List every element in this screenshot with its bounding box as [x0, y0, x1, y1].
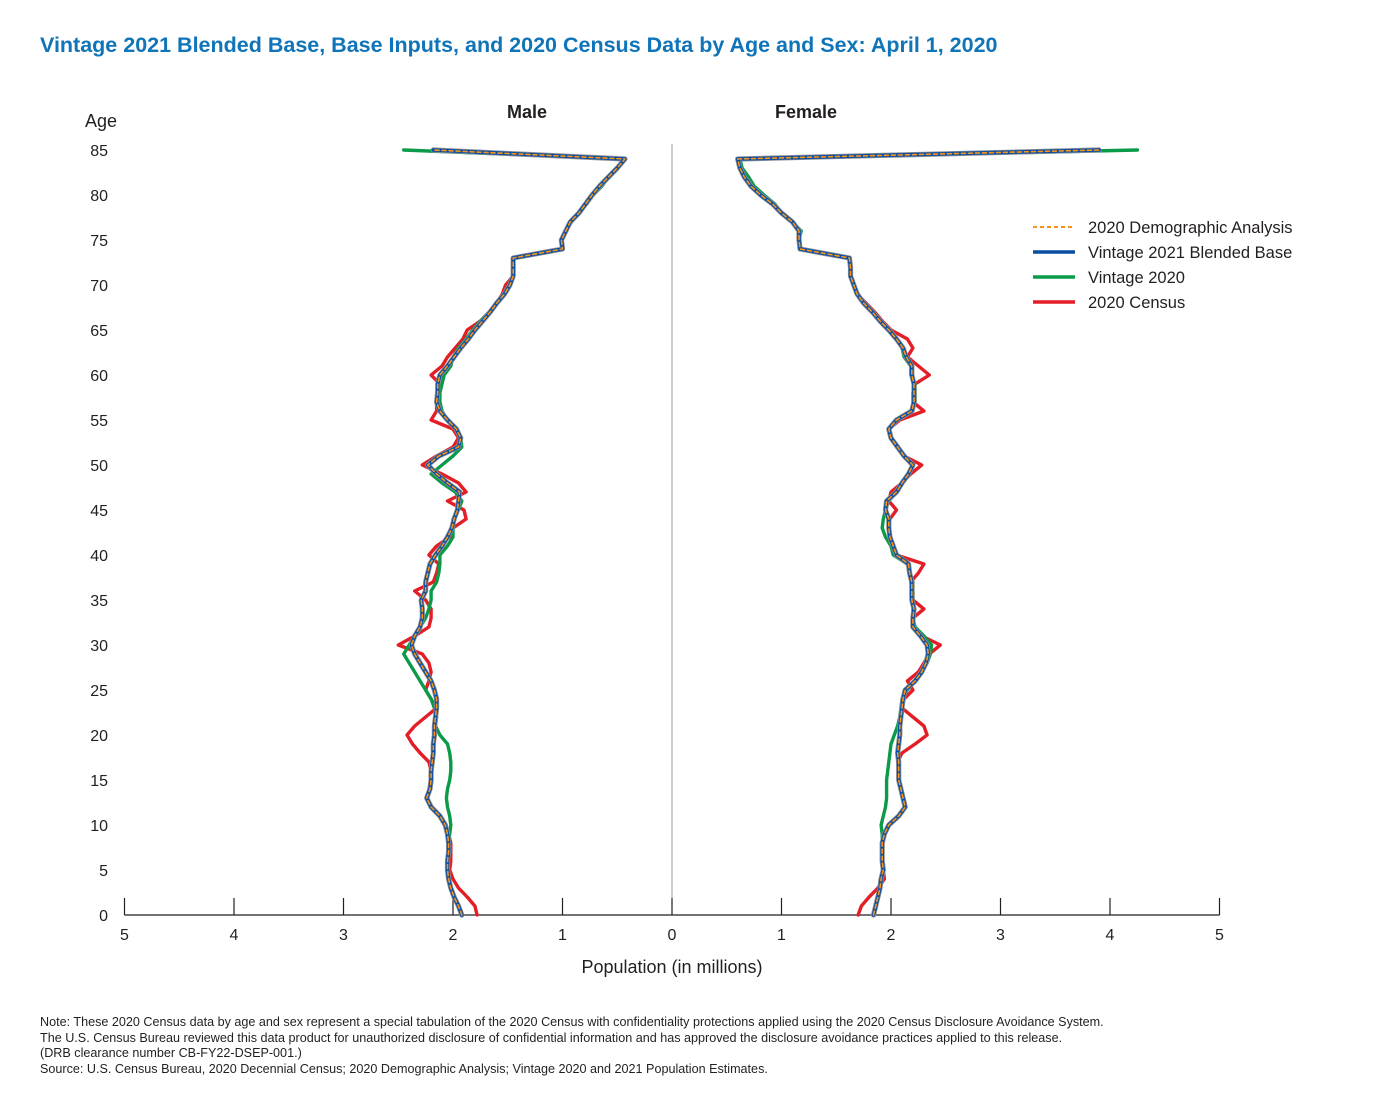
legend-label: Vintage 2021 Blended Base — [1088, 244, 1292, 262]
x-tick-label: 2 — [449, 927, 458, 944]
x-tick-label: 5 — [1215, 927, 1224, 944]
y-tick-label: 25 — [90, 683, 108, 700]
series-halo-female — [735, 147, 1102, 918]
legend-label: 2020 Census — [1088, 294, 1185, 312]
y-tick-label: 10 — [90, 818, 108, 835]
y-tick-label: 55 — [90, 413, 108, 430]
x-axis-title: Population (in millions) — [581, 957, 762, 977]
legend-label: 2020 Demographic Analysis — [1088, 219, 1293, 237]
series-halo-male — [408, 147, 628, 918]
note-line-3: (DRB clearance number CB-FY22-DSEP-001.) — [40, 1046, 302, 1060]
y-tick-label: 85 — [90, 143, 108, 160]
chart-title: Vintage 2021 Blended Base, Base Inputs, … — [40, 33, 998, 57]
y-tick-label: 5 — [99, 863, 108, 880]
chart-notes: Note: These 2020 Census data by age and … — [40, 1015, 1360, 1077]
note-line-2: The U.S. Census Bureau reviewed this dat… — [40, 1030, 1063, 1045]
y-tick-label: 15 — [90, 773, 108, 790]
y-tick-label: 30 — [90, 638, 108, 655]
y-tick-label: 35 — [90, 593, 108, 610]
series-line-2020-demographic-analysis-male — [410, 149, 626, 916]
y-tick-label: 40 — [90, 548, 108, 565]
note-line-1: Note: These 2020 Census data by age and … — [40, 1015, 1104, 1029]
x-tick-label: 1 — [558, 927, 567, 944]
y-tick-label: 70 — [90, 278, 108, 295]
source-line: Source: U.S. Census Bureau, 2020 Decenni… — [40, 1061, 768, 1076]
x-tick-label: 1 — [777, 927, 786, 944]
series-line-2020-census-female — [736, 148, 1101, 917]
x-tick-label: 2 — [887, 927, 896, 944]
population-pyramid-chart: 5 4 3 2 1 0 1 2 3 4 505101520253035404550556065707… — [85, 102, 1293, 977]
x-tick-label: 0 — [668, 927, 677, 944]
y-tick-label: 80 — [90, 188, 108, 205]
legend: 2020 Demographic Analysis Vintage 2021 Bl… — [1033, 219, 1293, 312]
series-line-vintage-2020-female — [738, 148, 1140, 917]
y-tick-label: 20 — [90, 728, 108, 745]
y-tick-label: 50 — [90, 458, 108, 475]
series-line-vintage-2021-blended-base-male — [409, 148, 627, 917]
y-tick-label: 65 — [90, 323, 108, 340]
x-tick-label: 3 — [996, 927, 1005, 944]
series-line-vintage-2021-blended-base-female — [735, 148, 1101, 917]
y-tick-label: 75 — [90, 233, 108, 250]
y-axis-title: Age — [85, 111, 117, 131]
y-tick-label: 45 — [90, 503, 108, 520]
series-line-2020-demographic-analysis-female — [736, 149, 1100, 916]
y-tick-label: 60 — [90, 368, 108, 385]
panel-label-male: Male — [507, 102, 547, 122]
axes: 5 4 3 2 1 0 1 2 3 4 505101520253035404550556065707… — [85, 102, 1224, 977]
series-layer — [396, 147, 1140, 918]
x-tick-label: 3 — [339, 927, 348, 944]
x-tick-label: 4 — [230, 927, 239, 944]
legend-label: Vintage 2020 — [1088, 269, 1185, 287]
y-tick-label: 0 — [99, 908, 108, 925]
x-tick-label: 5 — [120, 927, 129, 944]
panel-label-female: Female — [775, 102, 837, 122]
x-tick-label: 4 — [1106, 927, 1115, 944]
